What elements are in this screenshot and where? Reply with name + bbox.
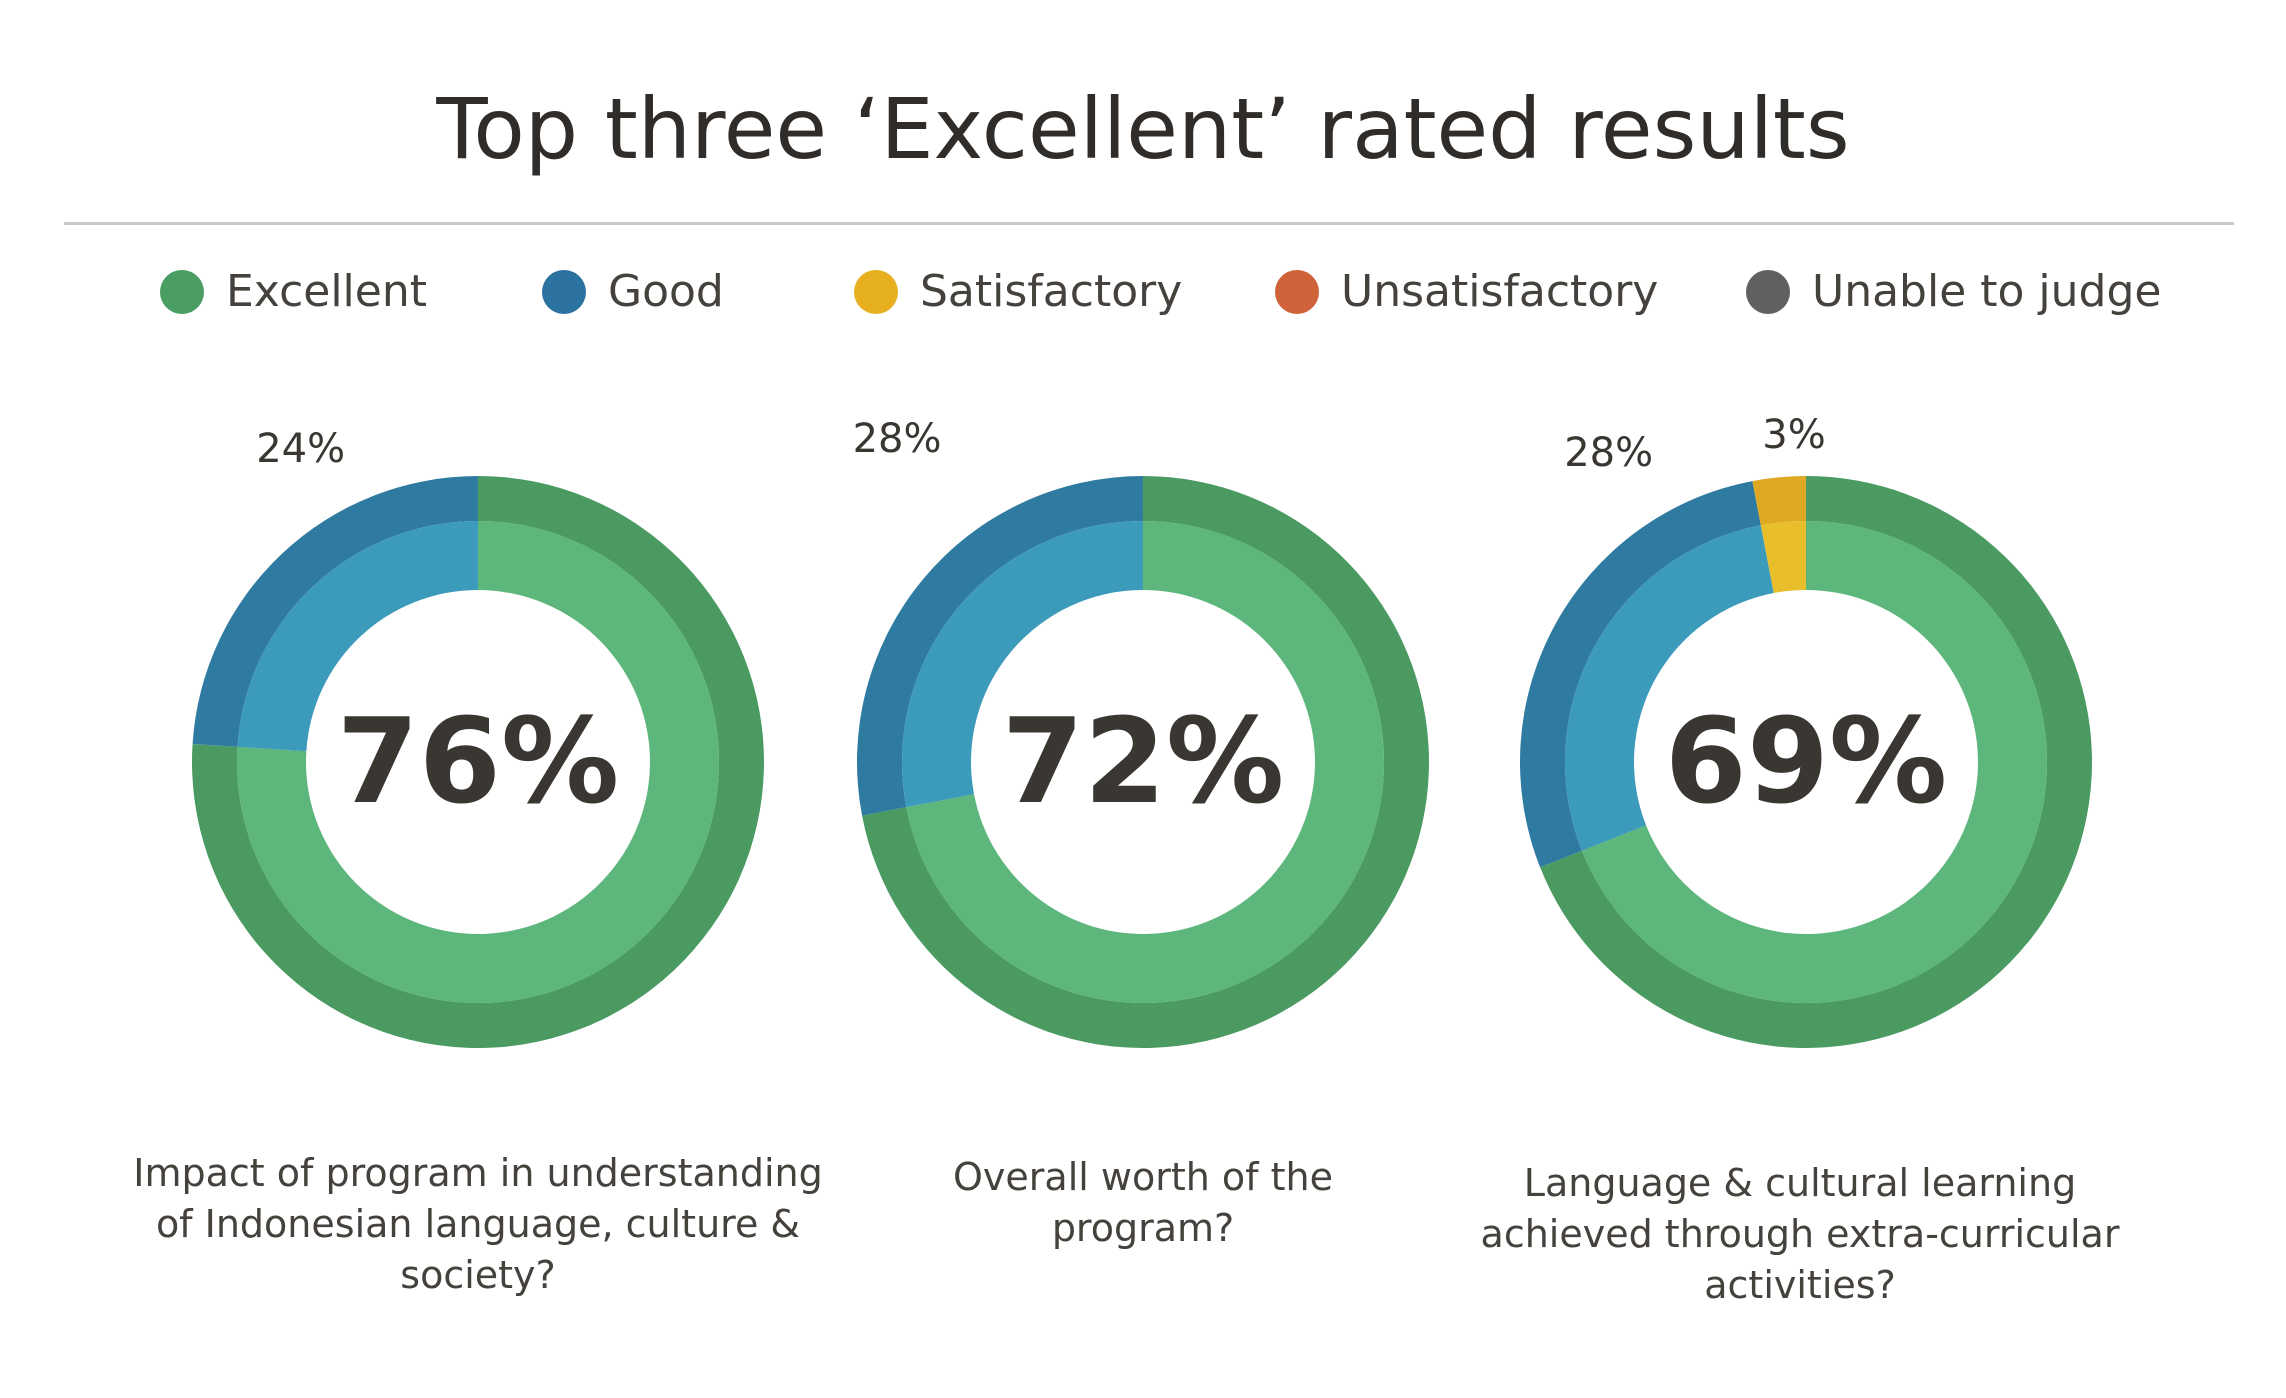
- donut-2-label-good: 28%: [853, 416, 942, 462]
- legend-label: Unsatisfactory: [1341, 266, 1659, 317]
- donut-3-center-value: 69%: [1665, 692, 1947, 830]
- legend-dot-unsatisfactory-icon: [1275, 269, 1319, 314]
- donut-1-center-value: 76%: [337, 692, 619, 830]
- donut-3-slice-excellent: [1581, 521, 2048, 1004]
- chart-title: Top three ‘Excellent’ rated results: [436, 80, 1850, 178]
- legend-label: Good: [608, 266, 724, 317]
- donut-1-slice-good: [237, 521, 478, 752]
- legend-item-satisfactory: Satisfactory: [854, 266, 1182, 317]
- donut-1-slice-good-outer: [192, 476, 478, 747]
- donut-caption-1: Impact of program in understanding of In…: [133, 1151, 823, 1297]
- donut-caption-3: Language & cultural learning achieved th…: [1480, 1161, 2120, 1307]
- title-divider: [64, 222, 2234, 225]
- donut-2-center-value: 72%: [1002, 692, 1284, 830]
- legend-item-unsatisfactory: Unsatisfactory: [1275, 266, 1658, 317]
- legend-dot-satisfactory-icon: [854, 269, 898, 314]
- donut-3-label-good: 28%: [1564, 430, 1653, 476]
- donut-3-slice-good-outer: [1520, 481, 1761, 868]
- legend-dot-good-icon: [542, 269, 586, 314]
- legend-dot-excellent-icon: [160, 269, 204, 314]
- legend-label: Unable to judge: [1812, 266, 2162, 317]
- legend-item-good: Good: [542, 266, 724, 317]
- donut-2-slice-good: [902, 521, 1143, 808]
- donut-2-slice-good-outer: [856, 476, 1143, 816]
- legend-item-unable-to-judge: Unable to judge: [1746, 266, 2161, 317]
- donut-3-slice-satisfactory: [1760, 521, 1806, 594]
- donut-1-label-good: 24%: [256, 426, 345, 472]
- donut-3-label-satisfactory: 3%: [1762, 412, 1825, 458]
- legend-label: Satisfactory: [920, 266, 1183, 317]
- donut-caption-2: Overall worth of the program?: [953, 1155, 1333, 1250]
- legend-item-excellent: Excellent: [160, 266, 427, 317]
- legend-label: Excellent: [226, 266, 427, 317]
- donut-3-slice-satisfactory-outer: [1752, 476, 1806, 526]
- legend-dot-unable-icon: [1746, 269, 1790, 314]
- donut-3-slice-good: [1565, 525, 1774, 851]
